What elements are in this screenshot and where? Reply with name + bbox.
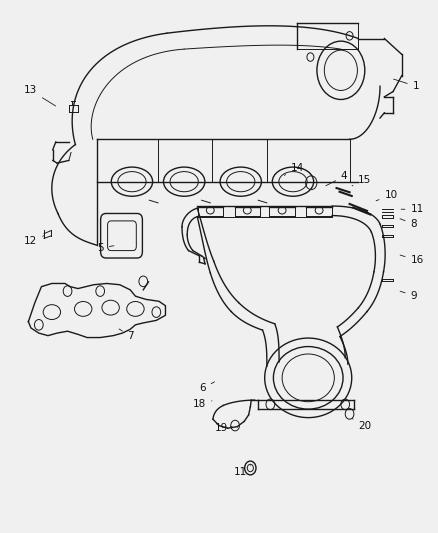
Text: 6: 6: [199, 382, 215, 393]
Text: 7: 7: [119, 329, 134, 342]
Text: 20: 20: [352, 418, 371, 431]
Text: 1: 1: [394, 79, 419, 91]
Text: 11: 11: [234, 465, 251, 477]
Text: 19: 19: [215, 423, 232, 433]
Text: 9: 9: [400, 290, 417, 301]
Text: 10: 10: [376, 190, 398, 201]
Text: 8: 8: [400, 219, 417, 229]
Text: 12: 12: [24, 236, 44, 246]
Text: 18: 18: [193, 399, 212, 409]
Text: 4: 4: [326, 172, 347, 185]
Text: 14: 14: [284, 164, 304, 175]
Text: 13: 13: [24, 85, 56, 106]
Text: 5: 5: [97, 243, 114, 253]
Text: 16: 16: [400, 255, 424, 265]
Text: 11: 11: [401, 204, 424, 214]
Text: 15: 15: [352, 175, 371, 186]
